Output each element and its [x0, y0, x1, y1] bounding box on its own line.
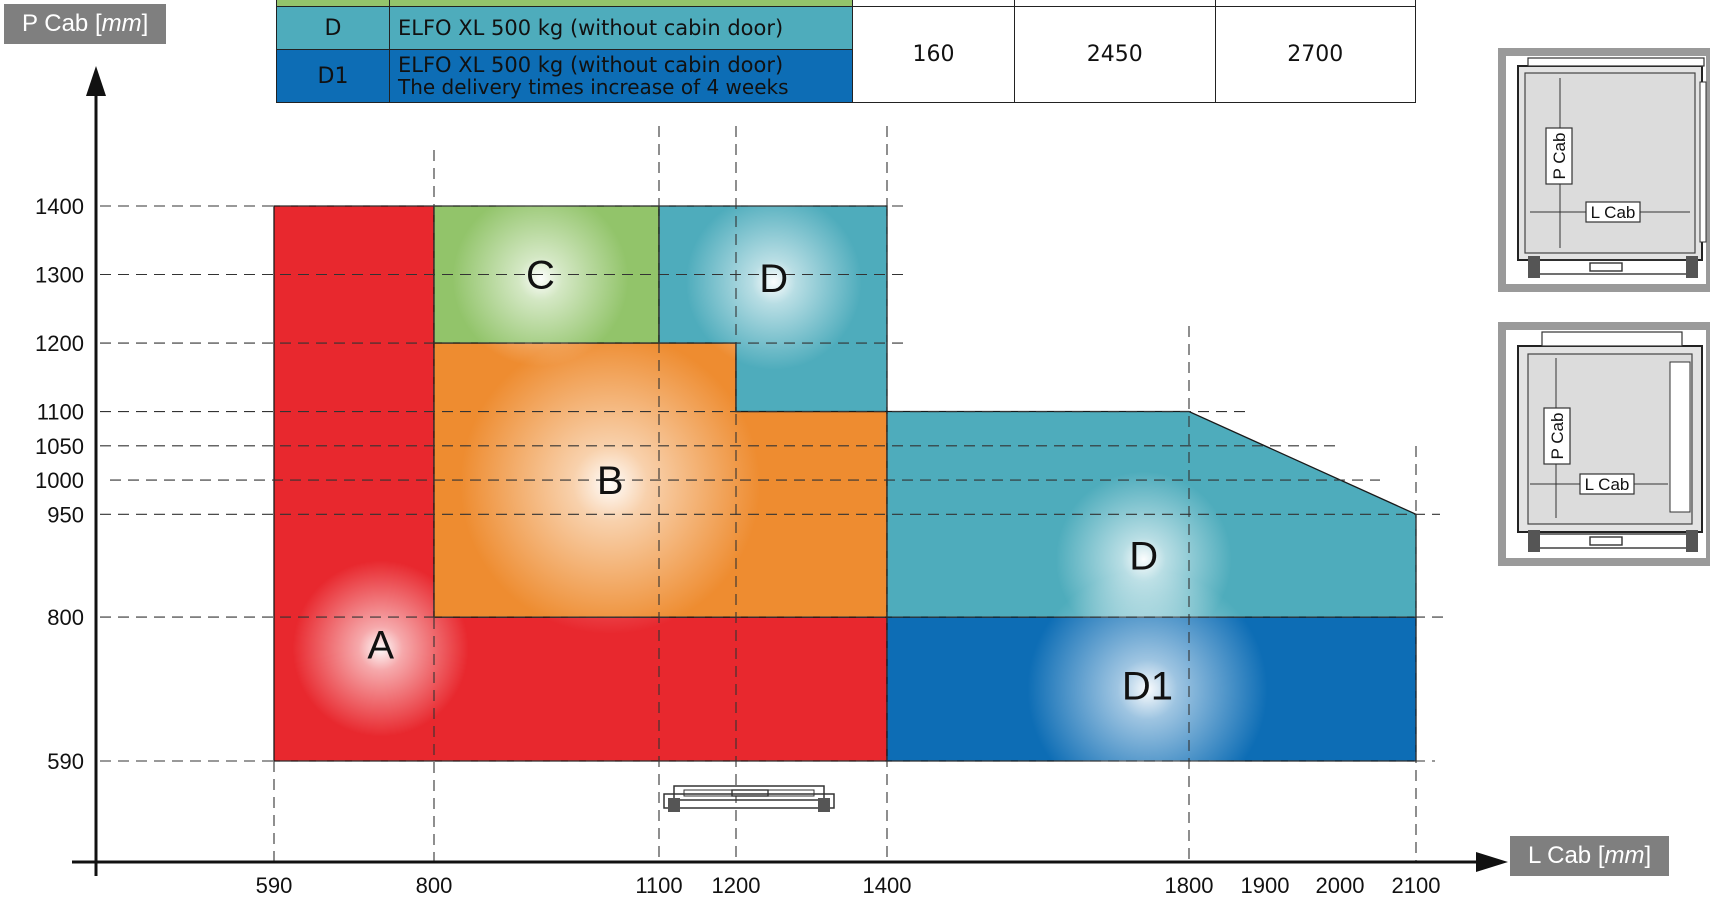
y-tick-label-1300: 1300: [35, 263, 84, 288]
x-axis-title: L Cab [mm]: [1510, 836, 1670, 876]
x-tick-label-2000: 2000: [1316, 873, 1365, 898]
legend-row-d1: D1 ELFO XL 500 kg (without cabin door) T…: [276, 49, 1416, 103]
region-label-a: A: [367, 624, 394, 668]
y-tick-label-800: 800: [47, 605, 84, 630]
legend-description-d1-line2: The delivery times increase of 4 weeks: [398, 75, 789, 99]
region-label-c: C: [526, 254, 555, 298]
y-axis-title: P Cab [mm]: [4, 4, 167, 44]
region-labels: A B C D D D1: [367, 254, 1173, 709]
legend-value-1: 160: [851, 6, 1016, 103]
cabin-layout-diagram-top: P Cab L Cab: [1498, 48, 1710, 292]
y-tick-label-950: 950: [47, 502, 84, 527]
cabin-layout-diagram-bottom: P Cab L Cab: [1498, 322, 1710, 566]
y-tick-label-590: 590: [47, 749, 84, 774]
legend-code-d1: D1: [276, 49, 390, 103]
region-label-d: D: [759, 257, 788, 301]
y-tick-label-1100: 1100: [37, 400, 84, 425]
x-tick-label-1100: 1100: [635, 873, 682, 898]
p-cab-label: P Cab: [1548, 413, 1567, 460]
x-tick-label-1200: 1200: [712, 873, 761, 898]
legend-description-d1: ELFO XL 500 kg (without cabin door) The …: [389, 49, 853, 103]
x-tick-label-1400: 1400: [863, 873, 912, 898]
x-axis-arrow: [1476, 852, 1508, 872]
l-cab-label: L Cab: [1591, 203, 1636, 222]
x-tick-label-2100: 2100: [1392, 873, 1441, 898]
y-axis-arrow: [86, 66, 106, 96]
x-tick-label-800: 800: [416, 873, 453, 898]
region-label-d: D: [1129, 534, 1158, 578]
y-tick-label-1000: 1000: [35, 468, 84, 493]
legend-description-d1-line1: ELFO XL 500 kg (without cabin door): [398, 53, 784, 77]
legend-row-d: D ELFO XL 500 kg (without cabin door) 16…: [276, 6, 1416, 103]
region-label-b: B: [597, 459, 624, 503]
region-label-d1: D1: [1122, 665, 1173, 709]
regions-layer: [273, 190, 1417, 810]
cabin-door-icon: [663, 785, 835, 812]
axes: [72, 66, 1508, 876]
y-tick-label-1200: 1200: [35, 331, 84, 356]
y-tick-label-1400: 1400: [35, 194, 84, 219]
l-cab-label: L Cab: [1585, 475, 1630, 494]
x-tick-label-1800: 1800: [1165, 873, 1214, 898]
legend-value-3: 2700: [1214, 6, 1416, 103]
x-axis-unit: mm: [1604, 842, 1645, 869]
legend-code-d: D: [276, 6, 390, 50]
tick-labels: 590 800 1100 1200 1400 1800 1900 2000 2100 590 800…: [35, 194, 1440, 898]
x-tick-label-1900: 1900: [1241, 873, 1290, 898]
grid-lines: [100, 126, 1450, 862]
legend-description-d: ELFO XL 500 kg (without cabin door): [389, 6, 853, 50]
x-tick-label-590: 590: [256, 873, 293, 898]
y-axis-unit: mm: [101, 10, 142, 37]
legend-row-green: [276, 0, 1416, 7]
p-cab-label: P Cab: [1550, 133, 1569, 180]
x-axis-label: L Cab: [1528, 842, 1592, 869]
y-axis-label: P Cab: [22, 10, 89, 37]
legend-table: D ELFO XL 500 kg (without cabin door) 16…: [276, 0, 1416, 103]
y-tick-label-1050: 1050: [35, 434, 84, 459]
legend-value-2: 2450: [1014, 6, 1216, 103]
